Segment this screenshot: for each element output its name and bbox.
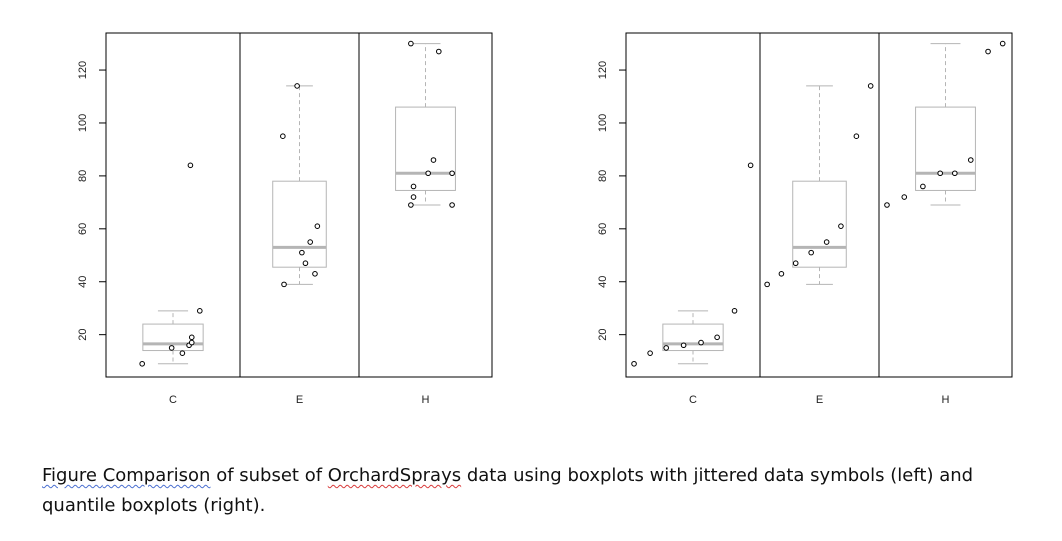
iqr-box bbox=[915, 106, 976, 191]
x-tick-label: C bbox=[169, 394, 177, 406]
data-point bbox=[731, 308, 738, 314]
y-tick-label: 120 bbox=[597, 61, 609, 79]
x-tick-label: E bbox=[816, 394, 823, 406]
data-point bbox=[985, 48, 991, 55]
y-tick-label: 40 bbox=[77, 276, 89, 288]
data-point bbox=[299, 249, 305, 256]
plot-frame bbox=[105, 32, 493, 378]
y-tick-label: 40 bbox=[597, 276, 609, 288]
figure-caption: Figure Comparison of subset of OrchardSp… bbox=[42, 461, 1042, 521]
data-point bbox=[808, 249, 814, 256]
data-point bbox=[631, 360, 637, 367]
data-point bbox=[999, 40, 1006, 47]
data-point bbox=[188, 339, 195, 346]
data-point bbox=[747, 162, 754, 169]
data-point bbox=[430, 157, 437, 163]
data-point bbox=[778, 271, 785, 277]
data-point bbox=[937, 170, 943, 177]
iqr-box bbox=[395, 106, 456, 191]
data-point bbox=[188, 334, 195, 341]
caption-dataset-name: OrchardSprays bbox=[327, 465, 462, 486]
data-point bbox=[314, 223, 321, 229]
data-point bbox=[952, 170, 958, 177]
caption-text-mid: of subset of bbox=[210, 465, 328, 486]
y-tick-label: 80 bbox=[77, 170, 89, 182]
plot-frame bbox=[625, 32, 1013, 378]
x-tick-label: C bbox=[689, 394, 697, 406]
data-point bbox=[449, 202, 455, 208]
caption-text-end: data using boxplots with jittered data s… bbox=[42, 465, 974, 516]
data-point bbox=[436, 48, 442, 55]
data-point bbox=[901, 194, 908, 200]
y-tick-label: 60 bbox=[77, 223, 89, 235]
data-point bbox=[853, 133, 860, 139]
data-point bbox=[179, 350, 186, 356]
figure-panels: 20 40 60 80 100 120 C E H 20 40 60 80 100 120 C E H bbox=[77, 32, 1013, 406]
data-point bbox=[680, 342, 687, 349]
data-point bbox=[408, 40, 414, 47]
y-tick-label: 60 bbox=[597, 223, 609, 235]
iqr-box bbox=[662, 323, 724, 352]
data-point bbox=[823, 239, 830, 245]
data-point bbox=[698, 339, 704, 346]
x-tick-label: H bbox=[422, 394, 430, 406]
x-tick-label: E bbox=[296, 394, 303, 406]
data-point bbox=[294, 83, 300, 89]
data-point bbox=[425, 170, 431, 177]
data-point bbox=[764, 281, 770, 288]
data-point bbox=[920, 183, 926, 190]
data-point bbox=[838, 223, 844, 229]
data-point bbox=[302, 260, 309, 267]
caption-figure-label: Figure bbox=[42, 465, 103, 486]
data-point bbox=[197, 308, 203, 314]
caption-comparison: Comparison bbox=[102, 465, 211, 486]
data-point bbox=[867, 83, 874, 89]
data-point bbox=[408, 202, 414, 208]
data-point bbox=[307, 239, 314, 245]
y-tick-label: 120 bbox=[77, 61, 89, 79]
data-point bbox=[312, 271, 318, 277]
data-point bbox=[168, 345, 175, 351]
data-point bbox=[792, 260, 799, 267]
data-point bbox=[410, 183, 417, 190]
data-point bbox=[647, 350, 653, 356]
data-point bbox=[884, 202, 890, 208]
y-tick-label: 100 bbox=[597, 114, 609, 132]
right-quantile-boxplot-panel: 20 40 60 80 100 120 C E H bbox=[597, 32, 1013, 406]
data-point bbox=[663, 345, 670, 351]
data-point bbox=[449, 170, 455, 177]
y-tick-label: 20 bbox=[77, 329, 89, 341]
data-point bbox=[187, 162, 194, 169]
y-tick-label: 100 bbox=[77, 114, 89, 132]
y-tick-label: 80 bbox=[597, 170, 609, 182]
y-tick-label: 20 bbox=[597, 329, 609, 341]
x-tick-label: H bbox=[942, 394, 950, 406]
data-point bbox=[139, 360, 145, 367]
iqr-box bbox=[792, 180, 847, 268]
left-boxplot-panel: 20 40 60 80 100 120 C E H bbox=[77, 32, 493, 406]
data-point bbox=[280, 133, 286, 139]
data-point bbox=[281, 281, 287, 288]
data-point bbox=[410, 194, 417, 200]
data-point bbox=[967, 157, 974, 163]
data-point bbox=[714, 334, 720, 341]
